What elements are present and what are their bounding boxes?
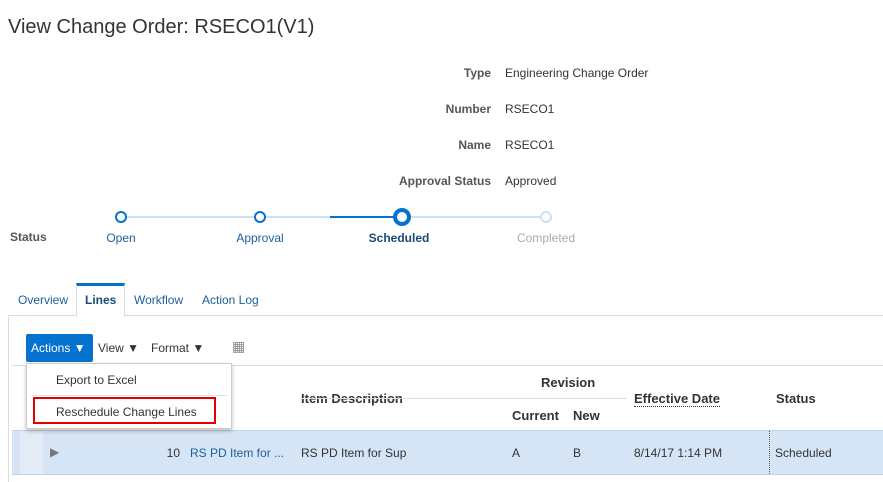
step-scheduled-dot: [393, 208, 411, 226]
tab-action-log[interactable]: Action Log: [202, 293, 259, 307]
approval-status-value: Approved: [505, 174, 557, 188]
type-label: Type: [463, 66, 491, 80]
format-label: Format: [151, 341, 190, 355]
view-label: View: [98, 341, 124, 355]
track-active: [330, 216, 402, 218]
name-value: RSECO1: [505, 138, 555, 152]
step-scheduled: Scheduled: [368, 231, 430, 245]
actions-dropdown-menu: Export to Excel Reschedule Change Lines: [26, 363, 232, 429]
revision-current: A: [512, 446, 521, 460]
chevron-down-icon: ▼: [127, 341, 140, 355]
status-label: Status: [10, 230, 47, 244]
number-value: RSECO1: [505, 102, 555, 116]
name-label: Name: [458, 138, 491, 152]
step-open: Open: [106, 231, 136, 245]
step-open-dot: [115, 211, 127, 223]
item-description: RS PD Item for Sup: [301, 446, 407, 460]
type-value: Engineering Change Order: [505, 66, 649, 80]
number-label: Number: [445, 102, 491, 116]
menu-item-export-to-excel[interactable]: Export to Excel: [56, 373, 137, 387]
format-menu[interactable]: Format ▼: [151, 341, 204, 355]
tab-overview[interactable]: Overview: [18, 293, 69, 307]
tab-workflow[interactable]: Workflow: [134, 293, 184, 307]
approval-status-label: Approval Status: [398, 174, 491, 188]
row-status: Scheduled: [775, 446, 832, 460]
table-row[interactable]: [12, 430, 883, 475]
menu-item-reschedule-change-lines[interactable]: Reschedule Change Lines: [56, 405, 197, 419]
step-approval-dot: [254, 211, 266, 223]
chevron-down-icon: ▼: [73, 341, 86, 355]
view-menu[interactable]: View ▼: [98, 341, 139, 355]
track-pending: [402, 216, 546, 218]
header-new: New: [573, 408, 600, 423]
effective-date: 8/14/17 1:14 PM: [634, 446, 723, 460]
step-approval: Approval: [236, 231, 284, 245]
actions-label: Actions: [31, 341, 71, 355]
header-effective-date[interactable]: Effective Date: [634, 391, 720, 407]
header-current: Current: [512, 408, 559, 423]
header-status: Status: [776, 391, 816, 406]
step-completed-dot: [540, 211, 552, 223]
step-completed: Completed: [516, 231, 576, 245]
header-revision: Revision: [541, 375, 596, 390]
track-done: [121, 216, 330, 218]
page-title: View Change Order: RSECO1(V1): [8, 16, 315, 38]
revision-new: B: [573, 446, 582, 460]
item-link[interactable]: RS PD Item for ...: [190, 446, 285, 460]
freeze-columns-icon[interactable]: ▦: [232, 338, 246, 354]
tab-lines[interactable]: Lines: [85, 293, 117, 307]
actions-button[interactable]: Actions ▼: [26, 334, 93, 362]
expand-row-icon[interactable]: ▶: [50, 445, 60, 459]
chevron-down-icon: ▼: [192, 341, 205, 355]
line-number: 10: [166, 446, 180, 460]
